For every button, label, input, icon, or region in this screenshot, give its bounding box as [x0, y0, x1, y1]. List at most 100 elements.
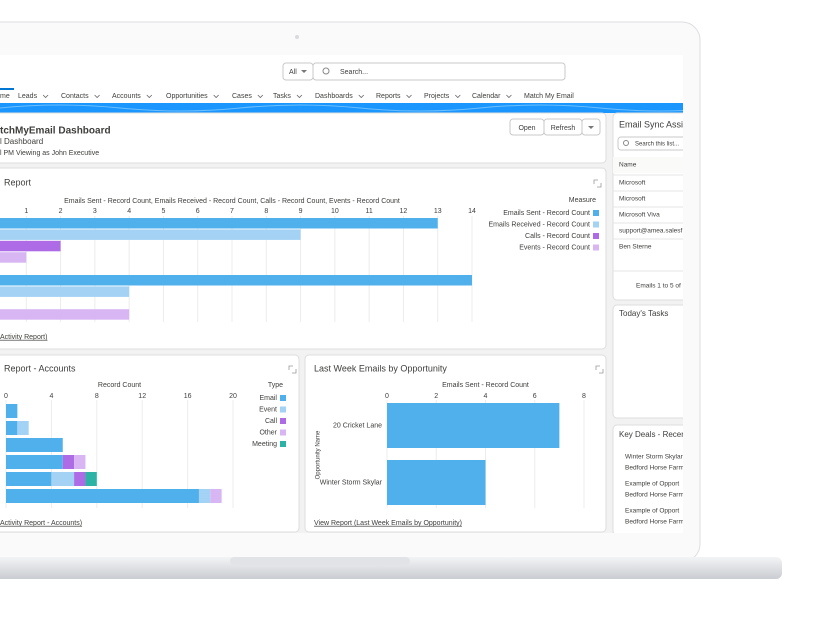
legend-title: Measure — [569, 197, 596, 204]
legend-swatch — [593, 210, 599, 216]
bar — [6, 472, 52, 486]
table-cell: Microsoft — [619, 196, 646, 203]
bar — [210, 489, 222, 503]
nav-caret — [213, 94, 219, 99]
bar — [0, 309, 130, 320]
hinge-notch — [230, 557, 410, 565]
card-title: Email Sync Assi — [619, 119, 683, 129]
bar — [198, 489, 211, 503]
x-tick-label: 8 — [95, 393, 99, 400]
nav-item[interactable]: Reports — [376, 93, 401, 100]
bar — [0, 229, 301, 240]
expand-icon — [593, 179, 602, 188]
expand-icon — [595, 365, 604, 374]
x-tick-label: 12 — [138, 393, 146, 400]
y-tick-label: 20 Cricket Lane — [333, 422, 382, 429]
bar — [17, 421, 29, 435]
bar — [74, 472, 86, 486]
expand-icon — [288, 365, 297, 374]
bar — [0, 252, 27, 263]
bar — [62, 455, 75, 469]
deal-link[interactable]: Example of Opport — [625, 481, 679, 488]
dashboard-header — [0, 112, 607, 164]
nav-caret — [506, 94, 512, 99]
banner-wave — [0, 104, 683, 112]
x-tick-label: 2 — [59, 208, 63, 215]
search-box[interactable] — [312, 62, 566, 81]
legend-label: Calls - Record Count — [525, 233, 590, 240]
menu-caret — [588, 126, 594, 129]
search-icon — [322, 67, 330, 75]
screen: All Search... me Leads Contacts Accounts Oppor… — [0, 55, 688, 533]
x-tick-label: 1 — [24, 208, 28, 215]
deal-link[interactable]: Example of Opport — [625, 508, 679, 515]
x-tick-label: 6 — [196, 208, 200, 215]
x-tick-label: 0 — [4, 393, 8, 400]
report-link[interactable]: Activity Report - Accounts) — [0, 520, 82, 527]
search-scope[interactable] — [282, 62, 314, 81]
nav-caret — [358, 94, 365, 99]
x-tick-label: 3 — [93, 208, 97, 215]
legend-swatch — [593, 244, 599, 251]
nav-item[interactable]: Tasks — [273, 93, 291, 100]
bar — [51, 472, 75, 486]
nav-item[interactable]: Cases — [232, 93, 252, 100]
deal-link[interactable]: Winter Storm Skylar — [625, 454, 684, 461]
card-title: Key Deals - Recen — [619, 430, 686, 439]
nav-item[interactable]: Projects — [424, 93, 450, 100]
x-tick-label: 8 — [264, 208, 268, 215]
x-tick-label: 7 — [230, 208, 234, 215]
nav-caret — [455, 94, 461, 99]
table-cell: Microsoft Viva — [619, 212, 660, 219]
x-tick-label: 20 — [229, 393, 237, 400]
x-tick-label: 5 — [161, 208, 165, 215]
deal-link[interactable]: Bedford Horse Farm — [625, 465, 684, 472]
nav-item[interactable]: Match My Email — [524, 93, 574, 100]
table-header — [613, 157, 683, 173]
x-tick-label: 0 — [385, 393, 389, 400]
table-cell: support@amea.salesf — [619, 228, 683, 235]
x-tick-label: 4 — [49, 393, 53, 400]
deal-link[interactable]: Bedford Horse Farm — [625, 519, 684, 526]
report-link[interactable]: View Report (Last Week Emails by Opportu… — [314, 520, 462, 527]
button-label: Refresh — [551, 125, 576, 132]
x-tick-label: 14 — [468, 208, 476, 215]
legend-swatch — [280, 395, 286, 401]
bar — [6, 404, 18, 418]
report-link[interactable]: Activity Report) — [0, 334, 47, 341]
sidebar-card — [612, 304, 683, 419]
nav-item[interactable]: Leads — [18, 93, 38, 100]
column-header: Name — [619, 162, 637, 169]
legend-label: Call — [265, 418, 278, 425]
chart-card — [0, 167, 607, 350]
bar — [6, 438, 63, 452]
search-placeholder: Search this list... — [635, 142, 679, 148]
card-title: Today's Tasks — [619, 309, 668, 318]
list-search[interactable] — [617, 136, 688, 151]
nav-item[interactable]: Accounts — [112, 93, 141, 100]
legend-title: Type — [268, 382, 283, 389]
chart-card — [0, 354, 300, 533]
x-tick-label: 2 — [434, 393, 438, 400]
sidebar-card — [612, 424, 683, 533]
nav-caret — [42, 94, 49, 99]
legend-swatch — [593, 221, 599, 228]
bar — [387, 460, 486, 505]
banner — [0, 103, 683, 113]
nav-caret — [296, 94, 303, 99]
table-cell: Ben Sterne — [619, 244, 652, 251]
nav-item[interactable]: me — [0, 93, 10, 100]
chart-title: Report — [4, 177, 32, 187]
nav-item[interactable]: Calendar — [472, 93, 501, 100]
dashboard-viewing: l PM Viewing as John Executive — [0, 150, 99, 157]
search-placeholder: Search... — [340, 69, 368, 76]
y-axis-label: Opportunity Name — [316, 430, 322, 479]
deal-link[interactable]: Bedford Horse Farm — [625, 492, 684, 499]
nav-item[interactable]: Contacts — [61, 93, 89, 100]
button-label: Open — [518, 125, 535, 132]
legend-swatch — [280, 429, 286, 436]
nav-item[interactable]: Opportunities — [166, 93, 208, 100]
nav-item[interactable]: Dashboards — [315, 93, 353, 100]
nav-caret — [257, 94, 264, 99]
bar — [6, 455, 63, 469]
